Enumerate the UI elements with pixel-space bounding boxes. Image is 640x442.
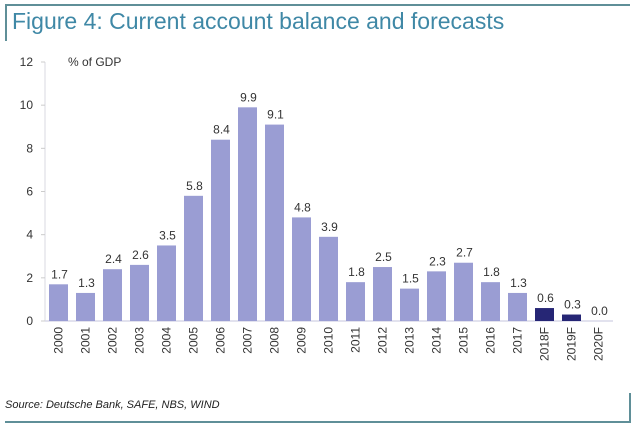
data-label: 8.4	[213, 123, 230, 137]
bar	[508, 292, 527, 321]
category-label: 2015	[457, 327, 471, 354]
bar	[49, 284, 68, 321]
category-label: 2001	[79, 327, 93, 354]
data-label: 0.3	[564, 298, 581, 312]
y-tick-label: 4	[26, 228, 33, 242]
y-tick-label: 0	[26, 314, 33, 328]
category-label: 2010	[322, 327, 336, 354]
data-label: 2.3	[429, 254, 446, 268]
data-label: 9.9	[240, 90, 257, 104]
data-label: 3.5	[159, 228, 176, 242]
bar	[427, 271, 446, 321]
category-label: 2009	[295, 327, 309, 354]
y-tick-label: 6	[26, 185, 33, 199]
data-label: 4.8	[294, 200, 311, 214]
frame-right-border	[629, 393, 631, 423]
data-label: 0.6	[537, 291, 554, 305]
bar	[562, 314, 581, 321]
category-label: 2005	[187, 327, 201, 354]
category-label: 2016	[484, 327, 498, 354]
category-label: 2018F	[538, 327, 552, 361]
bar	[76, 292, 95, 321]
category-label: 2004	[160, 327, 174, 354]
bars	[49, 107, 581, 321]
data-label: 1.3	[78, 276, 95, 290]
data-label: 0.0	[591, 304, 608, 318]
y-axis-label: % of GDP	[68, 55, 121, 69]
bar	[184, 195, 203, 321]
bar	[400, 288, 419, 321]
bar	[346, 282, 365, 321]
y-tick-label: 8	[26, 141, 33, 155]
bar	[211, 139, 230, 321]
source-note: Source: Deutsche Bank, SAFE, NBS, WIND	[5, 399, 220, 411]
bar	[238, 107, 257, 321]
bar	[319, 236, 338, 321]
bar	[157, 245, 176, 321]
data-label: 1.8	[483, 265, 500, 279]
data-label: 2.4	[105, 252, 122, 266]
data-label: 1.5	[402, 272, 419, 286]
bar	[265, 124, 284, 321]
data-label: 3.9	[321, 220, 338, 234]
y-tick-label: 10	[20, 98, 34, 112]
frame-bottom-border	[5, 421, 631, 423]
data-label: 1.7	[51, 267, 68, 281]
y-tick-label: 2	[26, 271, 33, 285]
bar	[130, 264, 149, 321]
category-label: 2014	[430, 327, 444, 354]
frame-left-border	[5, 4, 7, 41]
frame-top-border	[5, 4, 630, 6]
data-label: 2.6	[132, 248, 149, 262]
data-label: 2.5	[375, 250, 392, 264]
category-label: 2008	[268, 327, 282, 354]
bar	[103, 269, 122, 321]
bar	[535, 308, 554, 321]
bar	[454, 262, 473, 321]
category-labels: 2000 2001 2002 2003 2004 2005 2006 2007 2008 2009…	[52, 327, 606, 361]
category-label: 2006	[214, 327, 228, 354]
data-label: 1.3	[510, 276, 527, 290]
category-label: 2011	[349, 327, 363, 353]
category-label: 2013	[403, 327, 417, 354]
data-label: 1.8	[348, 265, 365, 279]
category-label: 2002	[106, 327, 120, 354]
category-label: 2000	[52, 327, 66, 354]
category-label: 2019F	[565, 327, 579, 361]
category-label: 2017	[511, 327, 525, 354]
data-label: 2.7	[456, 246, 473, 260]
data-label: 5.8	[186, 179, 203, 193]
category-label: 2003	[133, 327, 147, 354]
category-label: 2012	[376, 327, 390, 354]
data-labels: 1.7 1.3 2.4 2.6 3.5 5.8 8.4 9.9 9.1 4.8 3.9 1.8 2.5 1…	[51, 90, 608, 318]
data-label: 9.1	[267, 108, 284, 122]
bar	[292, 217, 311, 321]
bar	[481, 282, 500, 321]
category-label: 2020F	[592, 327, 606, 361]
category-label: 2007	[241, 327, 255, 354]
chart-title: Figure 4: Current account balance and fo…	[12, 8, 505, 34]
bar	[373, 267, 392, 321]
y-tick-label: 12	[20, 55, 34, 69]
